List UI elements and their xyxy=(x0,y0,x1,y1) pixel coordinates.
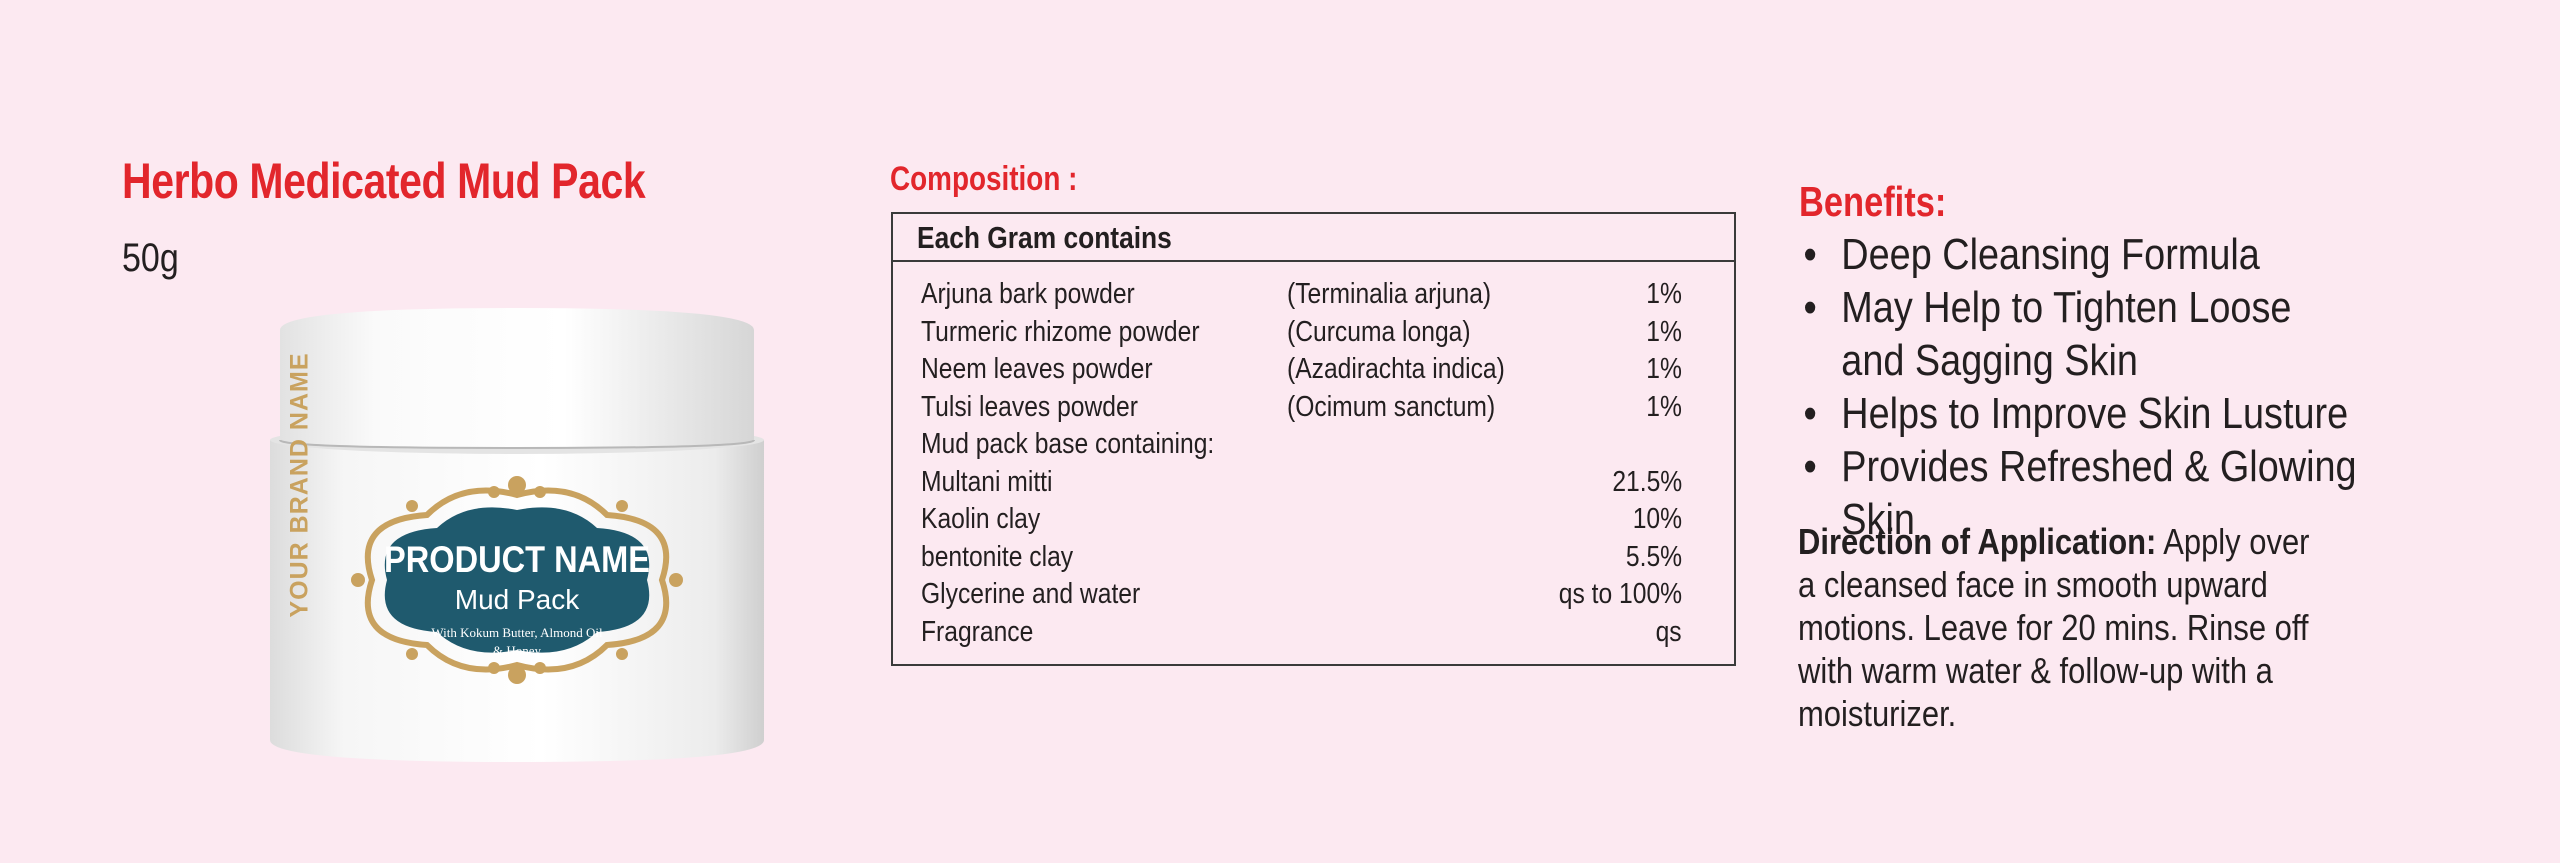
ingredient-latin: (Ocimum sanctum) xyxy=(1287,390,1496,423)
jar-subtitle: Mud Pack xyxy=(454,584,580,615)
jar-tagline: With Kokum Butter, Almond Oil xyxy=(431,625,603,640)
ingredient-name: Multani mitti xyxy=(921,465,1053,498)
ingredient-latin: (Azadirachta indica) xyxy=(1287,353,1505,385)
benefit-item: • Helps to Improve Skin Lusture xyxy=(1800,387,2357,440)
ingredient-percent: 21.5% xyxy=(1612,465,1682,498)
ingredient-percent: qs xyxy=(1655,615,1682,648)
ingredient-name: Mud pack base containing: xyxy=(921,428,1215,460)
benefit-item: • Provides Refreshed & Glowing Skin xyxy=(1800,440,2357,546)
ingredient-name: Tulsi leaves powder xyxy=(921,390,1138,423)
jar-brand-name: YOUR BRAND NAME xyxy=(285,352,314,618)
composition-row: Glycerine and water qs to 100% xyxy=(893,578,1734,616)
composition-row: Tulsi leaves powder (Ocimum sanctum) 1% xyxy=(893,391,1734,429)
bullet-icon: • xyxy=(1803,389,1817,438)
ingredient-name: bentonite clay xyxy=(921,540,1074,573)
product-weight: 50g xyxy=(122,236,179,280)
product-jar-image xyxy=(270,308,764,762)
benefits-list: • Deep Cleansing Formula • May Help to T… xyxy=(1800,228,2500,546)
ingredient-name: Neem leaves powder xyxy=(921,353,1153,385)
ingredient-name: Turmeric rhizome powder xyxy=(921,315,1200,348)
benefit-item: • Deep Cleansing Formula xyxy=(1800,228,2357,281)
direction-text: Apply over a cleansed face in smooth upw… xyxy=(1798,521,2310,734)
bullet-icon: • xyxy=(1803,283,1817,332)
ingredient-name: Fragrance xyxy=(921,615,1034,648)
composition-row: Mud pack base containing: xyxy=(893,428,1734,466)
ingredient-name: Kaolin clay xyxy=(921,503,1041,535)
composition-row: Arjuna bark powder (Terminalia arjuna) 1… xyxy=(893,278,1734,316)
jar-tagline-2: & Honey xyxy=(492,643,542,658)
composition-row: Turmeric rhizome powder (Curcuma longa) … xyxy=(893,316,1734,354)
benefit-text: Helps to Improve Skin Lusture xyxy=(1841,389,2349,438)
ingredient-percent: 1% xyxy=(1646,353,1682,385)
benefit-item: • May Help to Tighten Loose and Sagging … xyxy=(1800,281,2357,387)
ingredient-name: Glycerine and water xyxy=(921,578,1141,610)
ingredient-percent: 10% xyxy=(1632,503,1682,535)
jar-product-name: PRODUCT NAME xyxy=(384,539,650,580)
composition-table-header-label: Each Gram contains xyxy=(917,220,1172,255)
benefit-text: Deep Cleansing Formula xyxy=(1841,230,2260,279)
ingredient-latin: (Curcuma longa) xyxy=(1287,315,1471,348)
composition-row: bentonite clay 5.5% xyxy=(893,541,1734,579)
composition-table: Each Gram contains Arjuna bark powder (T… xyxy=(891,212,1736,666)
composition-row: Multani mitti 21.5% xyxy=(893,466,1734,504)
benefit-text: May Help to Tighten Loose and Sagging Sk… xyxy=(1841,283,2292,385)
ingredient-percent: 1% xyxy=(1646,390,1682,423)
direction-label: Direction of Application: xyxy=(1798,521,2157,562)
composition-row: Fragrance qs xyxy=(893,616,1734,654)
ingredient-percent: qs to 100% xyxy=(1558,578,1682,610)
ingredient-percent: 1% xyxy=(1646,278,1682,310)
bullet-icon: • xyxy=(1803,230,1817,279)
direction-of-application: Direction of Application: Apply over a c… xyxy=(1798,520,2314,735)
ingredient-percent: 5.5% xyxy=(1625,540,1682,573)
benefit-text: Provides Refreshed & Glowing Skin xyxy=(1841,442,2357,544)
ingredient-percent: 1% xyxy=(1646,315,1682,348)
composition-heading: Composition : xyxy=(890,160,1078,198)
ingredient-name: Arjuna bark powder xyxy=(921,278,1135,310)
bullet-icon: • xyxy=(1803,442,1817,491)
ingredient-latin: (Terminalia arjuna) xyxy=(1287,278,1492,310)
composition-row: Kaolin clay 10% xyxy=(893,503,1734,541)
composition-row: Neem leaves powder (Azadirachta indica) … xyxy=(893,353,1734,391)
composition-table-header: Each Gram contains xyxy=(893,214,1734,262)
composition-rows: Arjuna bark powder (Terminalia arjuna) 1… xyxy=(893,278,1734,653)
product-title: Herbo Medicated Mud Pack xyxy=(122,153,646,209)
benefits-heading: Benefits: xyxy=(1799,178,1947,225)
